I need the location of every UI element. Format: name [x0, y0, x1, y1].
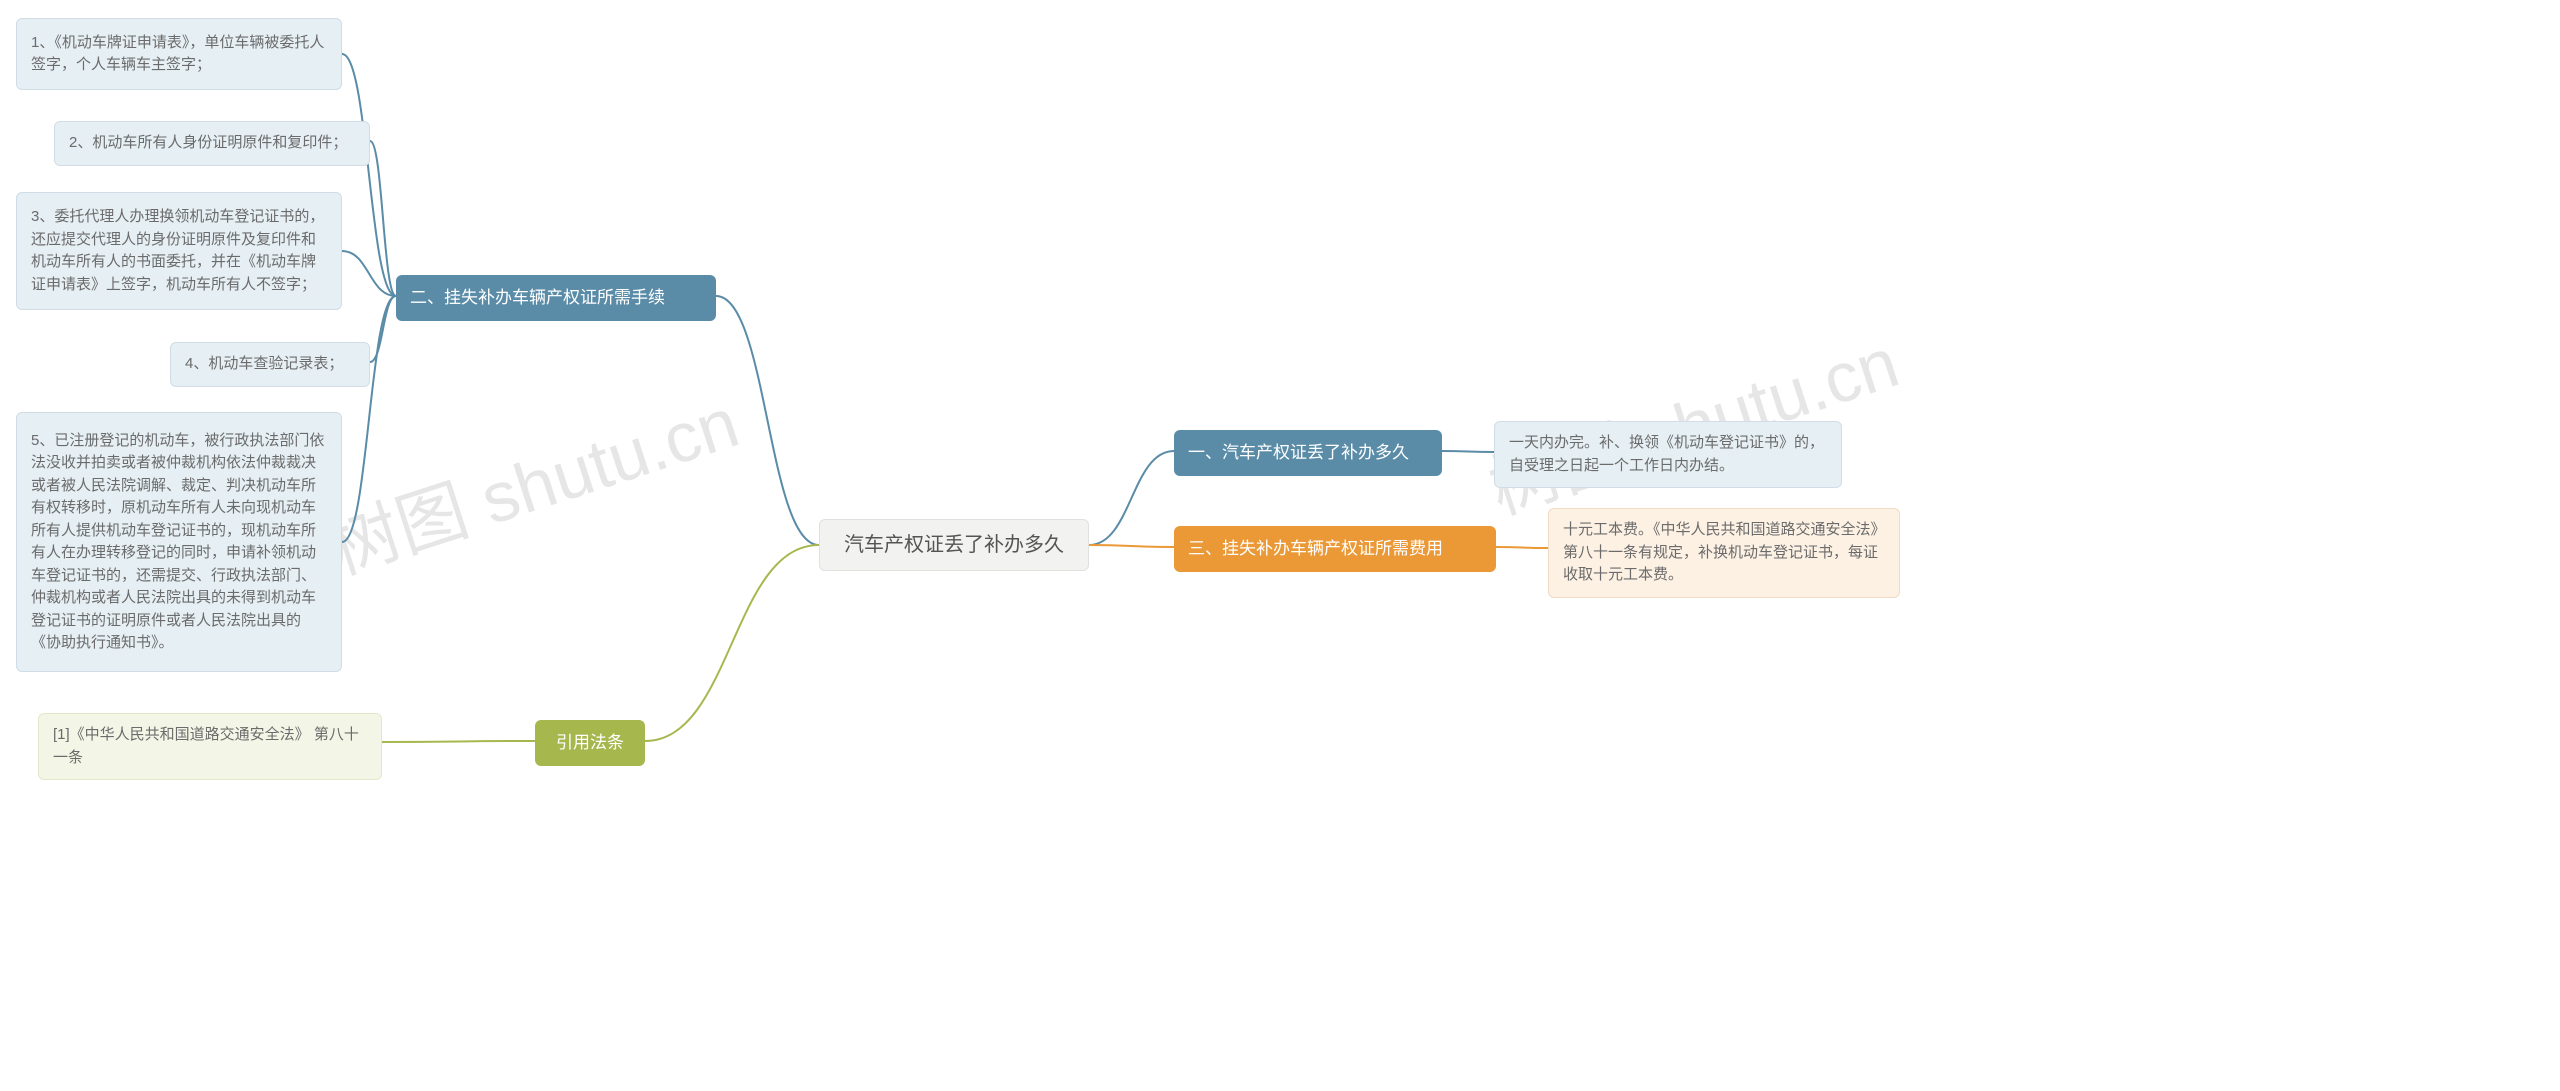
root-node: 汽车产权证丢了补办多久 [819, 519, 1089, 571]
ref-leaf: [1]《中华人民共和国道路交通安全法》 第八十一条 [38, 713, 382, 780]
branch-2-leaf-3: 3、委托代理人办理换领机动车登记证书的，还应提交代理人的身份证明原件及复印件和机… [16, 192, 342, 310]
branch-2-leaf-1: 1、《机动车牌证申请表》，单位车辆被委托人签字，个人车辆车主签字； [16, 18, 342, 90]
branch-3-leaf: 十元工本费。《中华人民共和国道路交通安全法》第八十一条有规定，补换机动车登记证书… [1548, 508, 1900, 598]
branch-1-leaf: 一天内办完。补、换领《机动车登记证书》的，自受理之日起一个工作日内办结。 [1494, 421, 1842, 488]
branch-2: 二、挂失补办车辆产权证所需手续 [396, 275, 716, 321]
branch-2-leaf-2: 2、机动车所有人身份证明原件和复印件； [54, 121, 370, 166]
branch-1: 一、汽车产权证丢了补办多久 [1174, 430, 1442, 476]
branch-3: 三、挂失补办车辆产权证所需费用 [1174, 526, 1496, 572]
ref-branch: 引用法条 [535, 720, 645, 766]
watermark: 树图 shutu.cn [315, 367, 750, 594]
branch-2-leaf-5: 5、已注册登记的机动车，被行政执法部门依法没收并拍卖或者被仲裁机构依法仲裁裁决或… [16, 412, 342, 672]
branch-2-leaf-4: 4、机动车查验记录表； [170, 342, 370, 387]
